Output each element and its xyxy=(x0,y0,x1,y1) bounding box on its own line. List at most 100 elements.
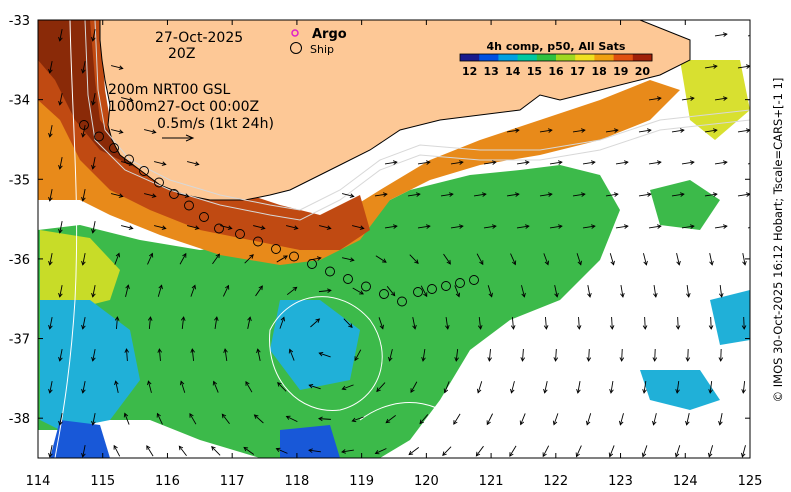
current-arrow xyxy=(671,192,685,197)
current-arrow xyxy=(519,413,526,426)
current-arrow xyxy=(420,285,428,298)
cyan-center-patch xyxy=(270,300,360,390)
current-arrow xyxy=(91,93,96,106)
colorbar-tick-label: 19 xyxy=(613,65,628,78)
current-arrow xyxy=(343,318,353,329)
current-arrow xyxy=(553,348,559,362)
current-arrow xyxy=(643,253,648,266)
colorbar-title: 4h comp, p50, All Sats xyxy=(487,40,626,53)
current-arrow xyxy=(58,93,63,106)
current-arrow xyxy=(247,316,252,329)
current-arrow xyxy=(552,413,559,426)
colorbar-segment xyxy=(556,54,576,61)
x-tick-label: 121 xyxy=(479,474,504,489)
current-arrow xyxy=(652,348,658,362)
credit-text: © IMOS 30-Oct-2025 16:12 Hobart; Tscale=… xyxy=(771,77,785,403)
current-arrow xyxy=(286,225,299,230)
current-arrow xyxy=(714,96,728,101)
credit-wrap: © IMOS 30-Oct-2025 16:12 Hobart; Tscale=… xyxy=(768,20,788,460)
current-arrow xyxy=(686,284,691,298)
current-arrow xyxy=(243,446,255,455)
current-arrow xyxy=(91,349,96,362)
current-arrow xyxy=(475,445,484,457)
current-arrow xyxy=(412,317,417,330)
current-arrow xyxy=(638,192,652,197)
current-arrow xyxy=(516,160,530,165)
current-arrow xyxy=(554,285,559,298)
current-arrow xyxy=(741,445,746,458)
current-arrow xyxy=(374,192,388,197)
current-arrow xyxy=(543,253,550,266)
current-arrow xyxy=(154,161,167,166)
current-arrow xyxy=(608,445,615,458)
current-arrow xyxy=(576,316,582,330)
current-arrow xyxy=(520,348,526,362)
current-arrow xyxy=(409,254,419,264)
current-arrow xyxy=(718,284,724,298)
current-arrow xyxy=(384,224,398,229)
current-arrow xyxy=(445,316,450,330)
current-arrow xyxy=(582,160,596,165)
argo-marker-icon xyxy=(291,29,299,37)
current-arrow xyxy=(144,129,157,134)
depth-contour-1000m xyxy=(84,20,750,221)
ship-track xyxy=(79,120,479,307)
current-arrow xyxy=(454,285,461,298)
current-arrow xyxy=(124,348,130,362)
current-arrow xyxy=(179,380,186,393)
current-arrow xyxy=(318,288,332,294)
current-arrow xyxy=(318,351,331,358)
current-arrow xyxy=(48,61,53,74)
current-arrow xyxy=(286,286,298,296)
current-arrow xyxy=(615,160,629,165)
current-arrow xyxy=(605,192,619,197)
current-arrow xyxy=(190,348,195,362)
current-arrow xyxy=(222,284,230,297)
current-arrow xyxy=(318,416,331,422)
current-arrow xyxy=(352,287,364,295)
colorbar-tick-label: 14 xyxy=(505,65,521,78)
ship-position-marker xyxy=(139,166,149,176)
current-arrow xyxy=(509,445,517,457)
x-tick-label: 115 xyxy=(90,474,115,489)
current-arrow xyxy=(572,128,586,133)
current-arrow xyxy=(709,253,714,266)
colorbar-segment xyxy=(479,54,499,61)
current-arrow xyxy=(212,380,219,393)
info-line-2: 1000m27-Oct 00:00Z xyxy=(108,99,259,115)
ship-position-marker xyxy=(455,278,465,288)
current-arrow xyxy=(442,446,452,457)
current-arrow xyxy=(575,445,582,458)
current-arrow xyxy=(58,221,63,234)
y-tick-label: -38 xyxy=(9,412,30,427)
current-arrow xyxy=(190,284,197,297)
ship-position-marker xyxy=(413,287,423,297)
ship-position-marker xyxy=(94,131,104,142)
current-arrow xyxy=(539,192,553,197)
current-arrow xyxy=(384,160,398,165)
y-tick-label: -33 xyxy=(9,14,30,29)
current-arrow xyxy=(48,189,53,202)
ship-position-marker xyxy=(235,229,245,239)
current-arrow xyxy=(410,381,418,394)
y-tick-label: -36 xyxy=(9,253,30,268)
sst-contour-white-3 xyxy=(359,402,471,458)
current-arrows xyxy=(48,29,756,458)
current-arrow xyxy=(81,445,86,458)
current-arrow xyxy=(741,380,746,394)
current-arrow xyxy=(91,413,96,426)
current-arrow xyxy=(752,349,756,361)
current-arrow xyxy=(676,253,681,266)
current-arrow xyxy=(352,225,365,230)
x-tick-label: 119 xyxy=(349,474,374,489)
ship-position-marker xyxy=(427,284,437,294)
current-arrow xyxy=(671,128,685,133)
colorbar-segment xyxy=(536,54,557,61)
current-arrow xyxy=(147,316,153,330)
ship-position-marker xyxy=(379,289,389,299)
current-arrow xyxy=(189,412,197,425)
current-arrow xyxy=(708,316,714,330)
x-tick-label: 125 xyxy=(738,474,763,489)
current-arrow xyxy=(681,160,695,165)
current-arrow xyxy=(212,253,220,265)
